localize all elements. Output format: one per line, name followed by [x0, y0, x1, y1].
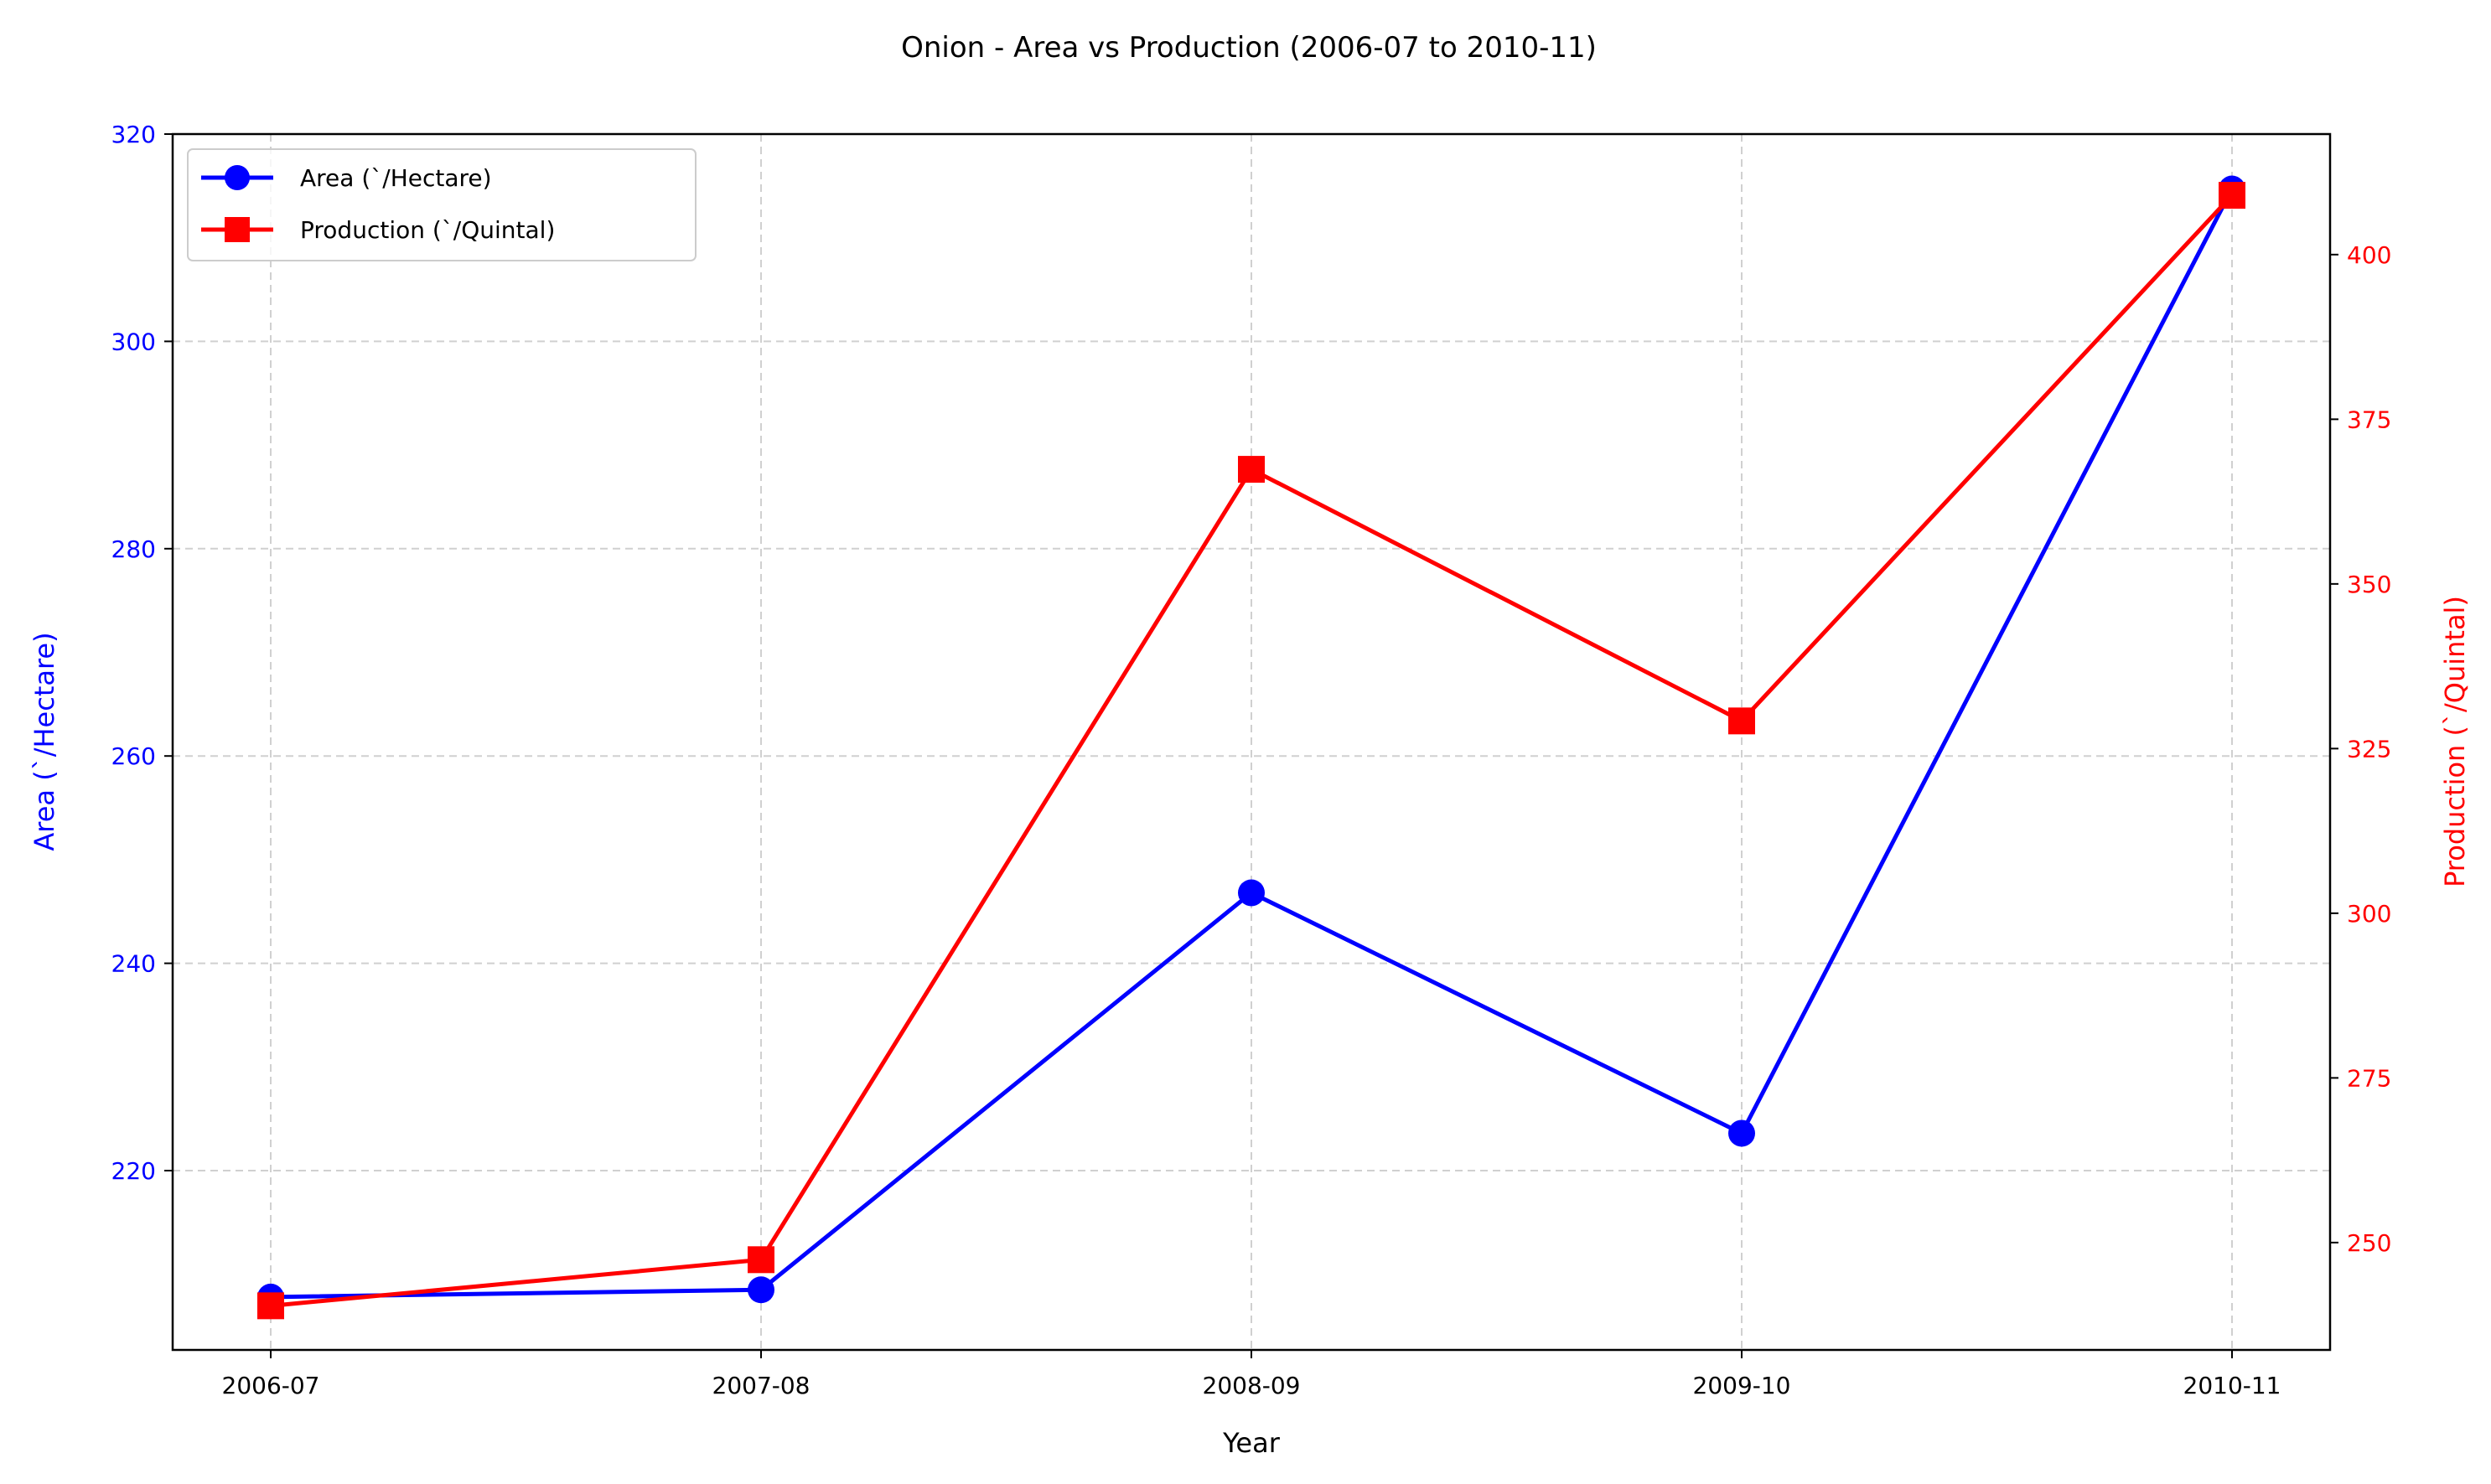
- right-tick-label: 325: [2347, 735, 2391, 763]
- chart-title: Onion - Area vs Production (2006-07 to 2…: [901, 31, 1597, 65]
- series-layer: [257, 175, 2245, 1320]
- x-axis-label: Year: [1222, 1427, 1281, 1459]
- data-point-area: [1238, 879, 1265, 907]
- data-point-production: [2219, 182, 2245, 209]
- legend-label-area: Area (`/Hectare): [300, 164, 492, 192]
- left-tick-label: 300: [111, 328, 156, 355]
- left-tick-label: 320: [111, 121, 156, 148]
- data-point-area: [1728, 1119, 1755, 1147]
- x-tick-label: 2008-09: [1203, 1372, 1301, 1399]
- data-point-production: [1728, 707, 1755, 735]
- left-axis-label: Area (`/Hectare): [28, 632, 60, 851]
- legend-marker-area: [225, 165, 250, 190]
- legend-item-production: Production (`/Quintal): [201, 216, 555, 244]
- legend-label-production: Production (`/Quintal): [300, 216, 555, 244]
- data-point-area: [748, 1276, 774, 1304]
- left-tick-label: 240: [111, 950, 156, 978]
- right-tick-label: 375: [2347, 406, 2391, 433]
- x-tick-label: 2007-08: [712, 1372, 810, 1399]
- right-axis-label: Production (`/Quintal): [2439, 596, 2471, 887]
- x-tick-label: 2010-11: [2183, 1372, 2281, 1399]
- right-tick-label: 250: [2347, 1229, 2391, 1257]
- x-tick-label: 2009-10: [1693, 1372, 1791, 1399]
- left-tick-label: 280: [111, 535, 156, 563]
- axis-layer: 2006-07 2007-08 2008-09 2009-10 2010-11 220 24…: [111, 121, 2392, 1399]
- data-point-production: [257, 1292, 284, 1320]
- right-tick-label: 275: [2347, 1064, 2391, 1092]
- data-point-production: [1238, 456, 1265, 483]
- right-tick-label: 300: [2347, 900, 2391, 928]
- right-tick-label: 400: [2347, 241, 2391, 269]
- legend-marker-production: [225, 217, 250, 242]
- left-tick-label: 260: [111, 742, 156, 770]
- left-tick-label: 220: [111, 1157, 156, 1185]
- right-tick-label: 350: [2347, 571, 2391, 598]
- legend-item-area: Area (`/Hectare): [201, 164, 492, 192]
- legend: Area (`/Hectare) Production (`/Quintal): [187, 148, 697, 261]
- data-point-production: [748, 1246, 774, 1274]
- legend-box: [187, 148, 697, 261]
- x-tick-label: 2006-07: [222, 1372, 320, 1399]
